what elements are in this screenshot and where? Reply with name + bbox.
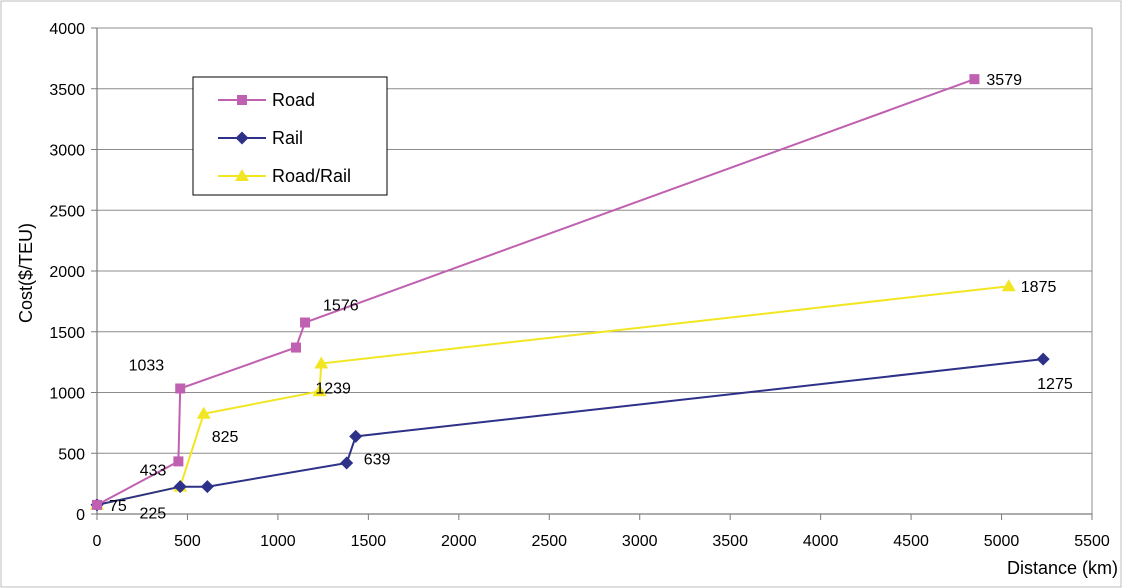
point-rail — [173, 480, 187, 494]
legend-item-road-rail: Road/Rail — [218, 166, 351, 186]
data-label: 1275 — [1037, 376, 1073, 393]
legend-marker-rail — [235, 131, 249, 145]
legend-label-road: Road — [272, 90, 315, 110]
point-road-rail — [1001, 279, 1016, 292]
data-label: 825 — [212, 429, 239, 446]
data-label: 75 — [109, 498, 127, 515]
data-label: 433 — [140, 462, 167, 479]
x-tick-label: 2500 — [531, 533, 567, 550]
data-label: 1576 — [323, 298, 359, 315]
axes: 0 500 1000 1500 2000 2500 3000 3500 4000 0 500 1000… — [49, 21, 1109, 550]
series-line-road — [96, 78, 975, 506]
point-road — [300, 317, 311, 328]
point-rail — [340, 456, 354, 470]
x-tick-label: 2000 — [441, 533, 477, 550]
x-tick-label: 4500 — [893, 533, 929, 550]
point-road — [92, 499, 102, 510]
x-tick-label: 5000 — [984, 533, 1020, 550]
y-tick-label: 1000 — [49, 386, 85, 403]
data-label: 225 — [140, 506, 167, 523]
data-label: 1033 — [129, 357, 165, 374]
y-tick-label: 2000 — [49, 264, 85, 281]
legend-item-rail: Rail — [218, 128, 303, 148]
y-tick-label: 4000 — [49, 21, 85, 38]
legend-label-rail: Rail — [272, 128, 303, 148]
y-tick-label: 3000 — [49, 143, 85, 160]
data-label: 1239 — [315, 380, 351, 397]
data-label: 639 — [364, 451, 391, 468]
x-tick-label: 3500 — [712, 533, 748, 550]
legend-item-road: Road — [218, 90, 315, 110]
point-road — [173, 456, 184, 467]
x-tick-label: 5500 — [1074, 533, 1110, 550]
x-tick-label: 500 — [174, 533, 201, 550]
point-rail — [200, 480, 214, 494]
x-axis-title: Distance (km) — [1007, 558, 1118, 578]
legend: Road Rail Road/Rail — [192, 76, 388, 196]
x-tick-label: 0 — [93, 533, 102, 550]
x-tick-label: 3000 — [622, 533, 658, 550]
series-layer — [90, 74, 1050, 512]
data-labels: 3579 1875 1576 1033 1239 1275 825 639 433 225 75 — [109, 72, 1073, 523]
series-line-rail — [96, 358, 1044, 506]
point-road — [175, 383, 186, 394]
point-road-rail — [312, 384, 327, 397]
point-road — [969, 74, 980, 85]
legend-marker-road-rail — [235, 169, 249, 181]
data-label: 1875 — [1021, 279, 1057, 296]
y-tick-label: 0 — [76, 507, 85, 524]
point-road-rail — [196, 406, 211, 419]
x-tick-label: 4000 — [803, 533, 839, 550]
point-road — [291, 342, 301, 353]
point-rail — [1036, 352, 1050, 366]
data-label: 3579 — [986, 72, 1022, 89]
y-tick-label: 3500 — [49, 82, 85, 99]
point-rail — [349, 429, 363, 443]
legend-label-road-rail: Road/Rail — [272, 166, 351, 186]
series-road — [92, 74, 980, 510]
x-tick-label: 1000 — [260, 533, 296, 550]
y-axis-title: Cost($/TEU) — [16, 223, 36, 323]
y-tick-label: 1500 — [49, 325, 85, 342]
grid-lines — [97, 27, 1093, 514]
x-tick-label: 1500 — [351, 533, 387, 550]
y-tick-label: 2500 — [49, 203, 85, 220]
y-tick-label: 500 — [58, 446, 85, 463]
legend-marker-road — [237, 95, 247, 105]
point-road-rail — [314, 356, 329, 369]
